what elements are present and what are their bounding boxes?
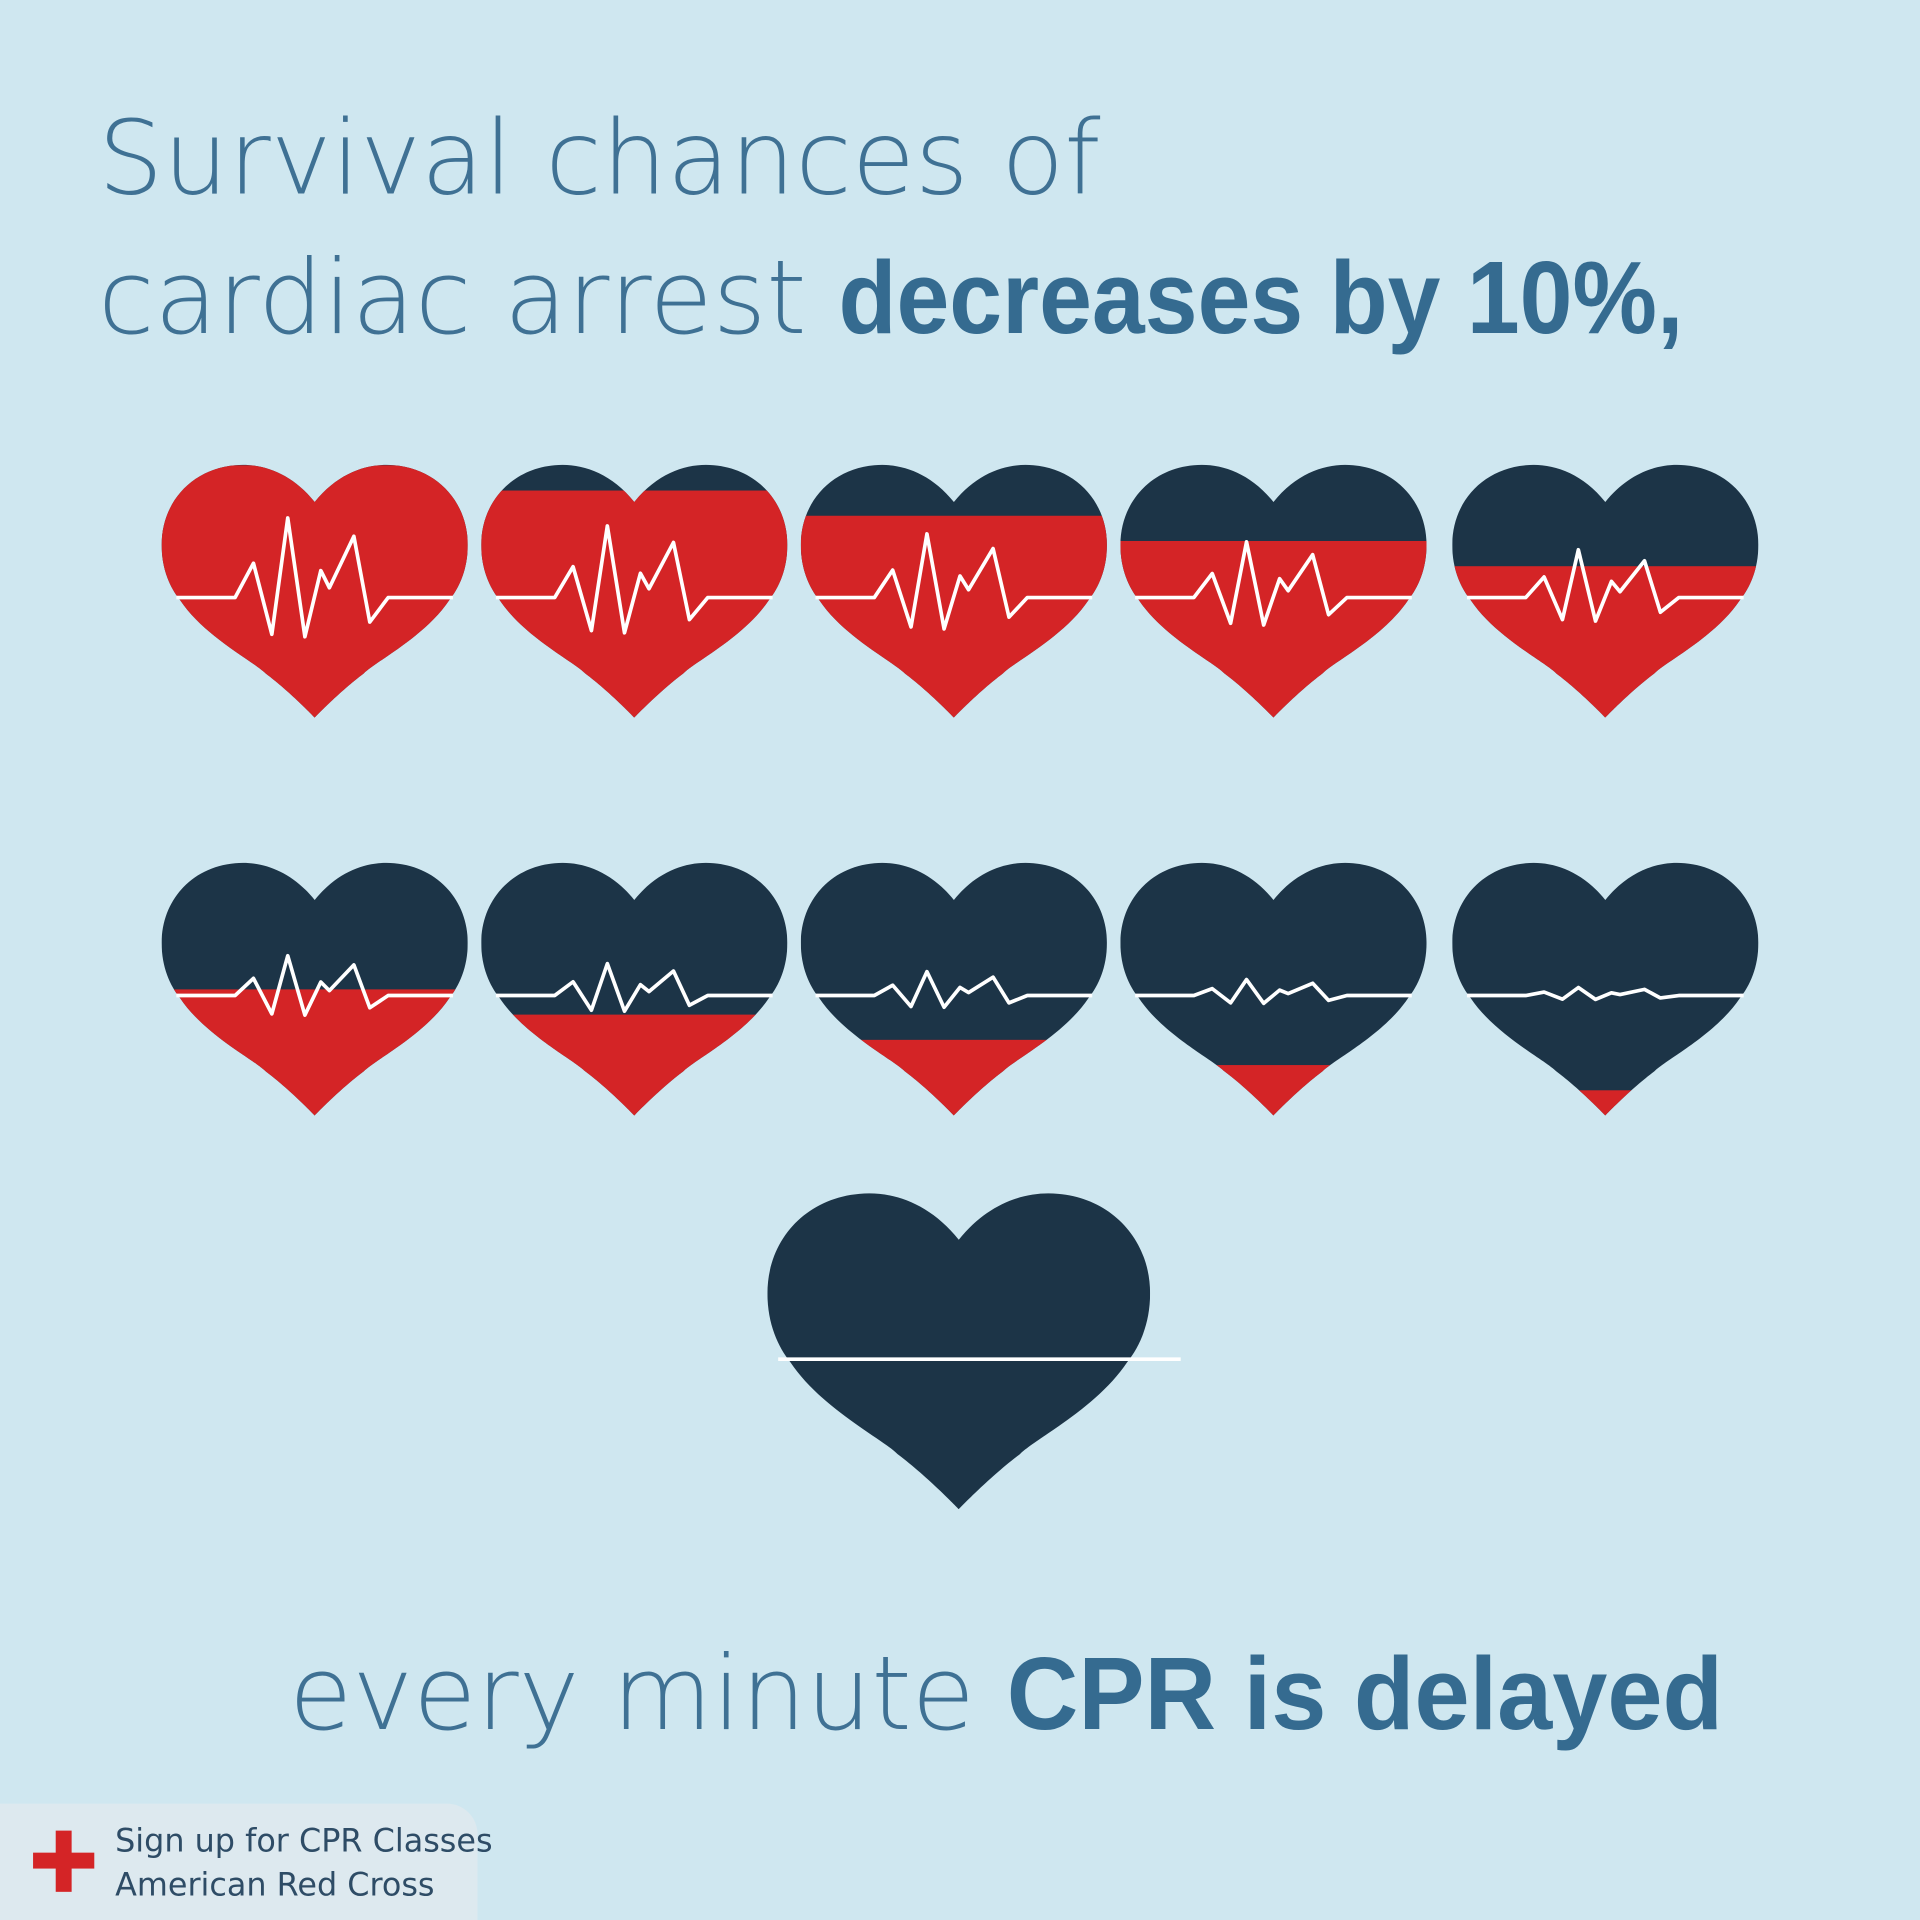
ecg-line [495, 961, 773, 1014]
caption: every minute CPR is delayed [289, 1635, 1723, 1754]
red-cross [55, 1830, 72, 1892]
ecg-line [1466, 547, 1744, 623]
title-bold: decreases by 10%, [838, 240, 1683, 355]
title-line-2: cardiac arrest decreases by 10%, [98, 239, 1683, 358]
title-text: cardiac arrest [98, 239, 807, 358]
caption-bold: CPR is delayed [1007, 1636, 1723, 1751]
ecg-line [815, 532, 1093, 631]
caption-text: every minute [289, 1635, 975, 1754]
ecg-line [495, 524, 773, 635]
ecg-line [176, 516, 454, 639]
ecg-line [1466, 985, 1744, 1002]
ecg-line [1135, 540, 1412, 627]
title-line-1: Survival chances of [98, 99, 1100, 218]
footer-line-1: Sign up for CPR Classes [115, 1821, 492, 1859]
ecg-line [176, 953, 454, 1017]
ecg-line [815, 969, 1093, 1010]
ecg-line [1135, 977, 1412, 1006]
footer-line-2: American Red Cross [115, 1866, 434, 1904]
footer-box [0, 1803, 478, 1920]
